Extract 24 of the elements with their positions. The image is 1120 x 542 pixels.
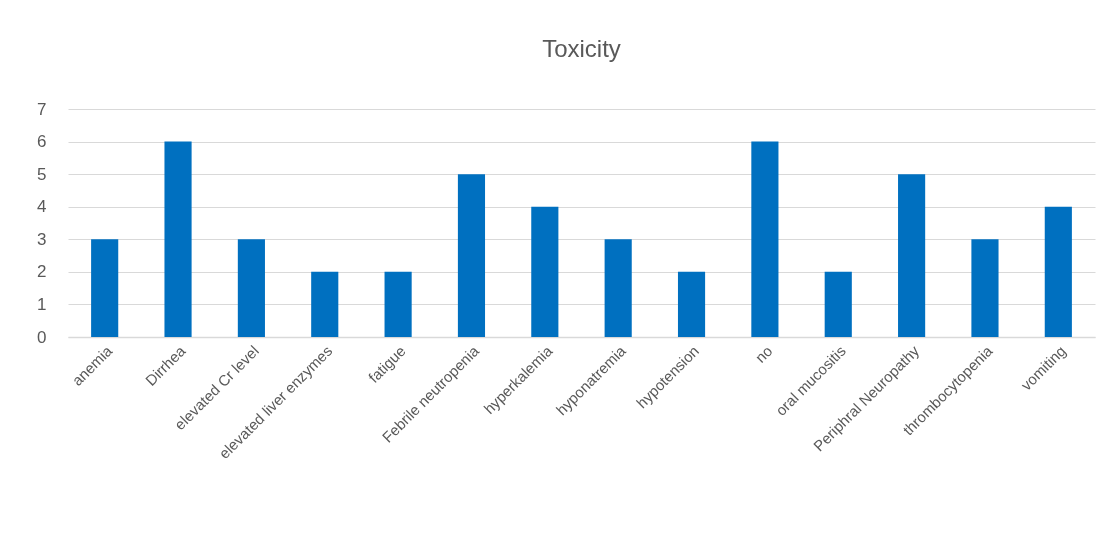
bar	[971, 239, 999, 337]
y-tick-label: 3	[37, 229, 47, 249]
bar	[898, 174, 926, 337]
bar	[824, 271, 852, 337]
bar	[604, 239, 632, 337]
bar	[457, 174, 486, 337]
bar	[1044, 206, 1072, 337]
bar	[677, 271, 706, 337]
y-tick-label: 2	[37, 262, 47, 282]
bar	[164, 141, 192, 337]
y-tick-label: 5	[37, 164, 47, 184]
y-tick-label: 7	[37, 99, 47, 119]
bar	[237, 239, 265, 337]
y-tick-label: 1	[37, 294, 47, 314]
y-tick-label: 6	[37, 132, 47, 152]
bar	[91, 239, 119, 337]
x-tick-label: no	[751, 342, 776, 366]
bar	[384, 271, 412, 337]
chart-title: Toxicity	[542, 35, 621, 62]
bar	[311, 271, 339, 337]
bar	[531, 206, 559, 337]
y-tick-label: 4	[37, 197, 47, 217]
y-tick-label: 0	[37, 327, 47, 347]
bar	[751, 141, 779, 337]
